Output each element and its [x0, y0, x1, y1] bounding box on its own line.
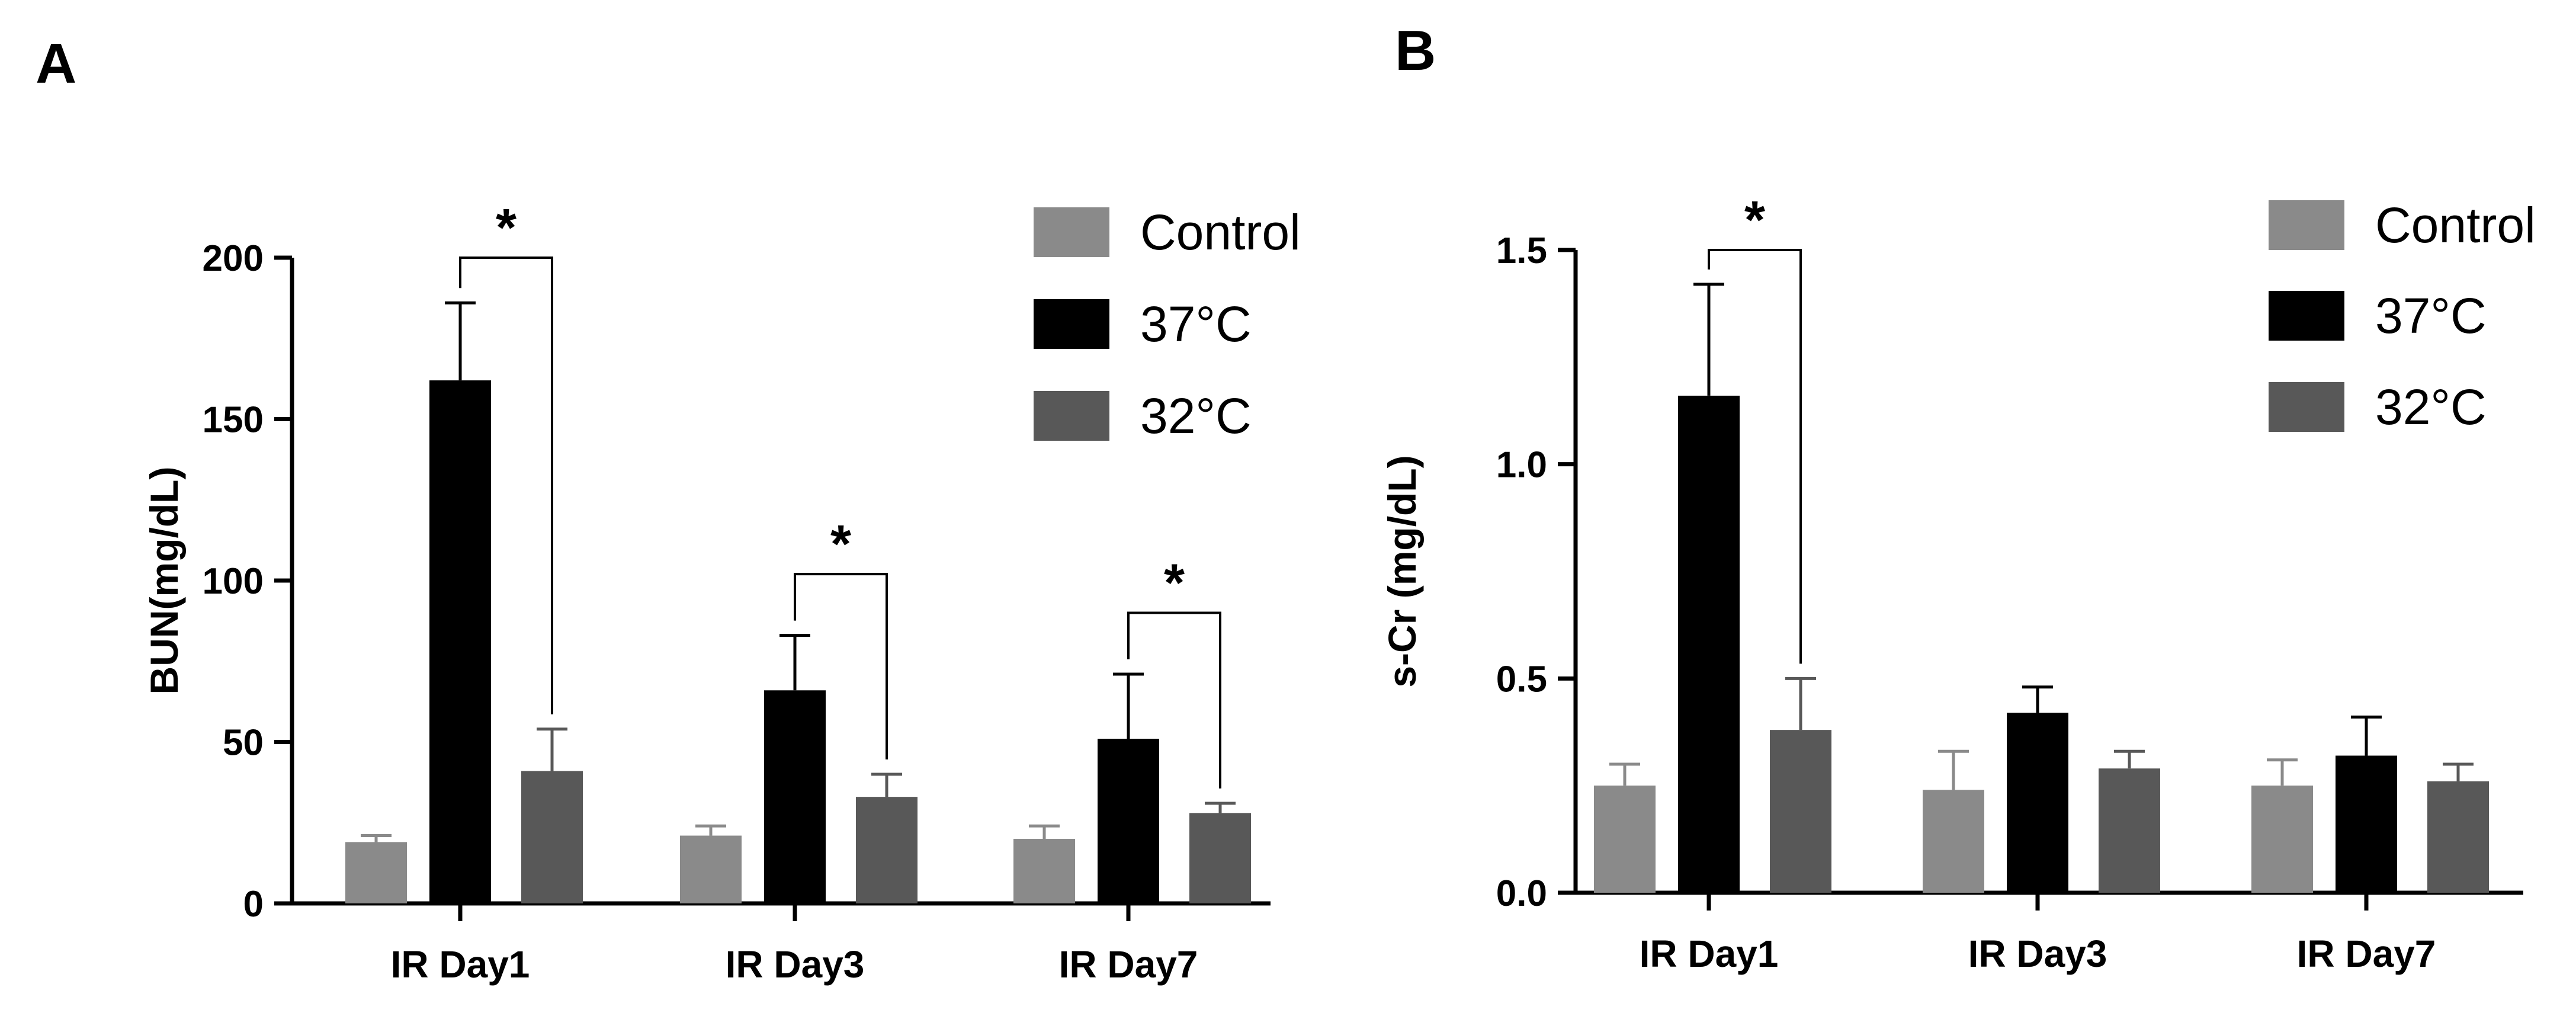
y-tick-label: 0 — [243, 884, 264, 925]
bar-37c-2 — [2007, 713, 2068, 893]
bar-control-1 — [345, 842, 407, 903]
y-tick-label: 150 — [203, 400, 264, 441]
x-tick-label: IR Day1 — [391, 943, 530, 986]
bar-32c-3 — [1189, 813, 1251, 903]
x-tick-label: IR Day3 — [1968, 932, 2107, 975]
significance-star: * — [830, 515, 851, 574]
legend-swatch — [2269, 382, 2344, 432]
legend-label: 37°C — [2375, 288, 2487, 344]
panel-label: A — [36, 32, 76, 95]
y-tick-label: 0.5 — [1496, 659, 1547, 700]
legend-label: Control — [2375, 197, 2536, 253]
x-tick-label: IR Day7 — [1059, 943, 1198, 986]
bar-37c-3 — [2336, 755, 2397, 893]
bar-control-1 — [1594, 786, 1656, 893]
significance-star: * — [1744, 191, 1765, 250]
chart-panel-b: B 0.0 0.5 1.0 1.5 s-Cr (mg/dL) IR Day1 IR Day3 I… — [1380, 19, 2536, 975]
bar-control-2 — [680, 835, 742, 903]
legend-label: Control — [1140, 204, 1301, 260]
x-tick-label: IR Day7 — [2297, 932, 2436, 975]
bar-37c-2 — [764, 690, 826, 903]
legend-label: 37°C — [1140, 296, 1252, 352]
legend-swatch — [1034, 207, 1109, 257]
legend-swatch — [1034, 299, 1109, 349]
y-axis-title: s-Cr (mg/dL) — [1380, 455, 1424, 687]
significance-star: * — [496, 198, 517, 258]
bar-control-3 — [1013, 839, 1075, 903]
y-tick-label: 50 — [223, 723, 264, 764]
legend-label: 32°C — [2375, 379, 2487, 435]
y-tick-label: 1.5 — [1496, 230, 1547, 271]
y-axis-title: BUN(mg/dL) — [142, 467, 186, 695]
legend-swatch — [2269, 291, 2344, 341]
legend-swatch — [1034, 391, 1109, 441]
bar-37c-1 — [1678, 395, 1740, 893]
bar-32c-2 — [856, 797, 918, 903]
bar-control-3 — [2251, 786, 2313, 893]
chart-panel-a: A 0 50 100 150 200 BUN(mg/dL) IR Day1 IR Day3 IR … — [36, 32, 1301, 986]
legend-swatch — [2269, 200, 2344, 250]
y-tick-label: 100 — [203, 561, 264, 602]
significance-star: * — [1164, 554, 1185, 613]
x-tick-label: IR Day3 — [726, 943, 865, 986]
y-tick-label: 200 — [203, 238, 264, 279]
bar-37c-3 — [1098, 739, 1159, 903]
bar-control-2 — [1923, 790, 1984, 893]
legend-label: 32°C — [1140, 388, 1252, 444]
significance-bracket — [459, 257, 553, 714]
y-tick-label: 0.0 — [1496, 873, 1547, 914]
bar-32c-1 — [1770, 730, 1831, 893]
x-tick-label: IR Day1 — [1640, 932, 1779, 975]
bar-32c-2 — [2099, 768, 2160, 893]
bar-32c-3 — [2427, 781, 2489, 893]
bar-37c-1 — [429, 380, 491, 903]
y-tick-label: 1.0 — [1496, 445, 1547, 486]
significance-bracket — [1708, 249, 1802, 664]
panel-label: B — [1395, 19, 1436, 82]
bar-32c-1 — [521, 771, 583, 903]
significance-bracket — [794, 573, 888, 759]
significance-bracket — [1127, 611, 1221, 789]
